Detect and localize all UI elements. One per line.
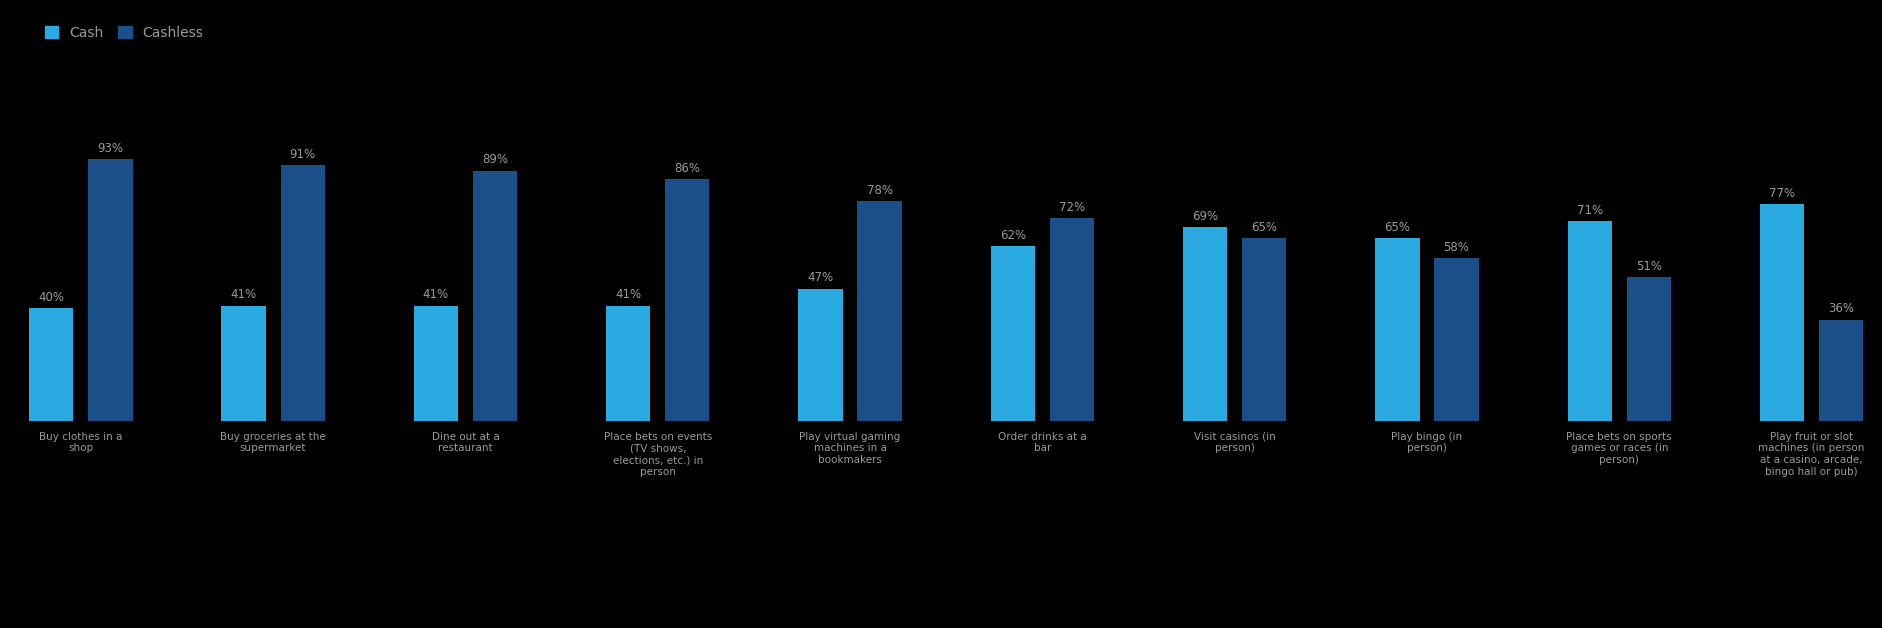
X-axis label: Buy groceries at the
supermarket: Buy groceries at the supermarket bbox=[220, 432, 326, 453]
Text: 36%: 36% bbox=[1827, 302, 1854, 315]
Text: 41%: 41% bbox=[230, 288, 256, 301]
Bar bbox=[1242, 238, 1285, 421]
Bar bbox=[1434, 257, 1477, 421]
Text: 69%: 69% bbox=[1191, 210, 1218, 222]
Bar bbox=[1818, 320, 1863, 421]
Text: 40%: 40% bbox=[38, 291, 64, 304]
Bar bbox=[1182, 227, 1227, 421]
Bar bbox=[1374, 238, 1419, 421]
Text: 86%: 86% bbox=[674, 162, 700, 175]
Text: 51%: 51% bbox=[1635, 260, 1662, 273]
Bar bbox=[222, 305, 265, 421]
Bar bbox=[28, 308, 73, 421]
Text: 58%: 58% bbox=[1443, 241, 1468, 254]
Text: 62%: 62% bbox=[999, 229, 1026, 242]
Text: 78%: 78% bbox=[866, 184, 892, 197]
Text: 47%: 47% bbox=[807, 271, 834, 284]
Bar bbox=[664, 179, 710, 421]
X-axis label: Play bingo (in
person): Play bingo (in person) bbox=[1391, 432, 1462, 453]
Text: 93%: 93% bbox=[98, 142, 124, 155]
Text: 72%: 72% bbox=[1058, 201, 1084, 214]
Text: 91%: 91% bbox=[290, 148, 316, 161]
X-axis label: Place bets on events
(TV shows,
elections, etc.) in
person: Place bets on events (TV shows, election… bbox=[604, 432, 711, 477]
Text: 89%: 89% bbox=[482, 153, 508, 166]
Bar bbox=[88, 160, 132, 421]
Bar bbox=[606, 305, 649, 421]
Bar bbox=[414, 305, 457, 421]
Text: 65%: 65% bbox=[1383, 221, 1410, 234]
Bar bbox=[472, 171, 518, 421]
Bar bbox=[1760, 204, 1803, 421]
Bar bbox=[798, 289, 843, 421]
Bar bbox=[1048, 219, 1093, 421]
Bar bbox=[856, 202, 901, 421]
Bar bbox=[1566, 221, 1611, 421]
Bar bbox=[990, 246, 1035, 421]
Text: 65%: 65% bbox=[1250, 221, 1276, 234]
X-axis label: Order drinks at a
bar: Order drinks at a bar bbox=[997, 432, 1086, 453]
Text: 77%: 77% bbox=[1767, 187, 1794, 200]
Bar bbox=[1626, 278, 1669, 421]
Text: 41%: 41% bbox=[423, 288, 448, 301]
Bar bbox=[280, 165, 326, 421]
X-axis label: Visit casinos (in
person): Visit casinos (in person) bbox=[1193, 432, 1274, 453]
X-axis label: Dine out at a
restaurant: Dine out at a restaurant bbox=[431, 432, 499, 453]
X-axis label: Play virtual gaming
machines in a
bookmakers: Play virtual gaming machines in a bookma… bbox=[800, 432, 900, 465]
Legend: Cash, Cashless: Cash, Cashless bbox=[45, 26, 203, 40]
Text: 41%: 41% bbox=[615, 288, 642, 301]
X-axis label: Place bets on sports
games or races (in
person): Place bets on sports games or races (in … bbox=[1566, 432, 1671, 465]
X-axis label: Play fruit or slot
machines (in person
at a casino, arcade,
bingo hall or pub): Play fruit or slot machines (in person a… bbox=[1758, 432, 1863, 477]
Text: 71%: 71% bbox=[1575, 204, 1602, 217]
X-axis label: Buy clothes in a
shop: Buy clothes in a shop bbox=[40, 432, 122, 453]
